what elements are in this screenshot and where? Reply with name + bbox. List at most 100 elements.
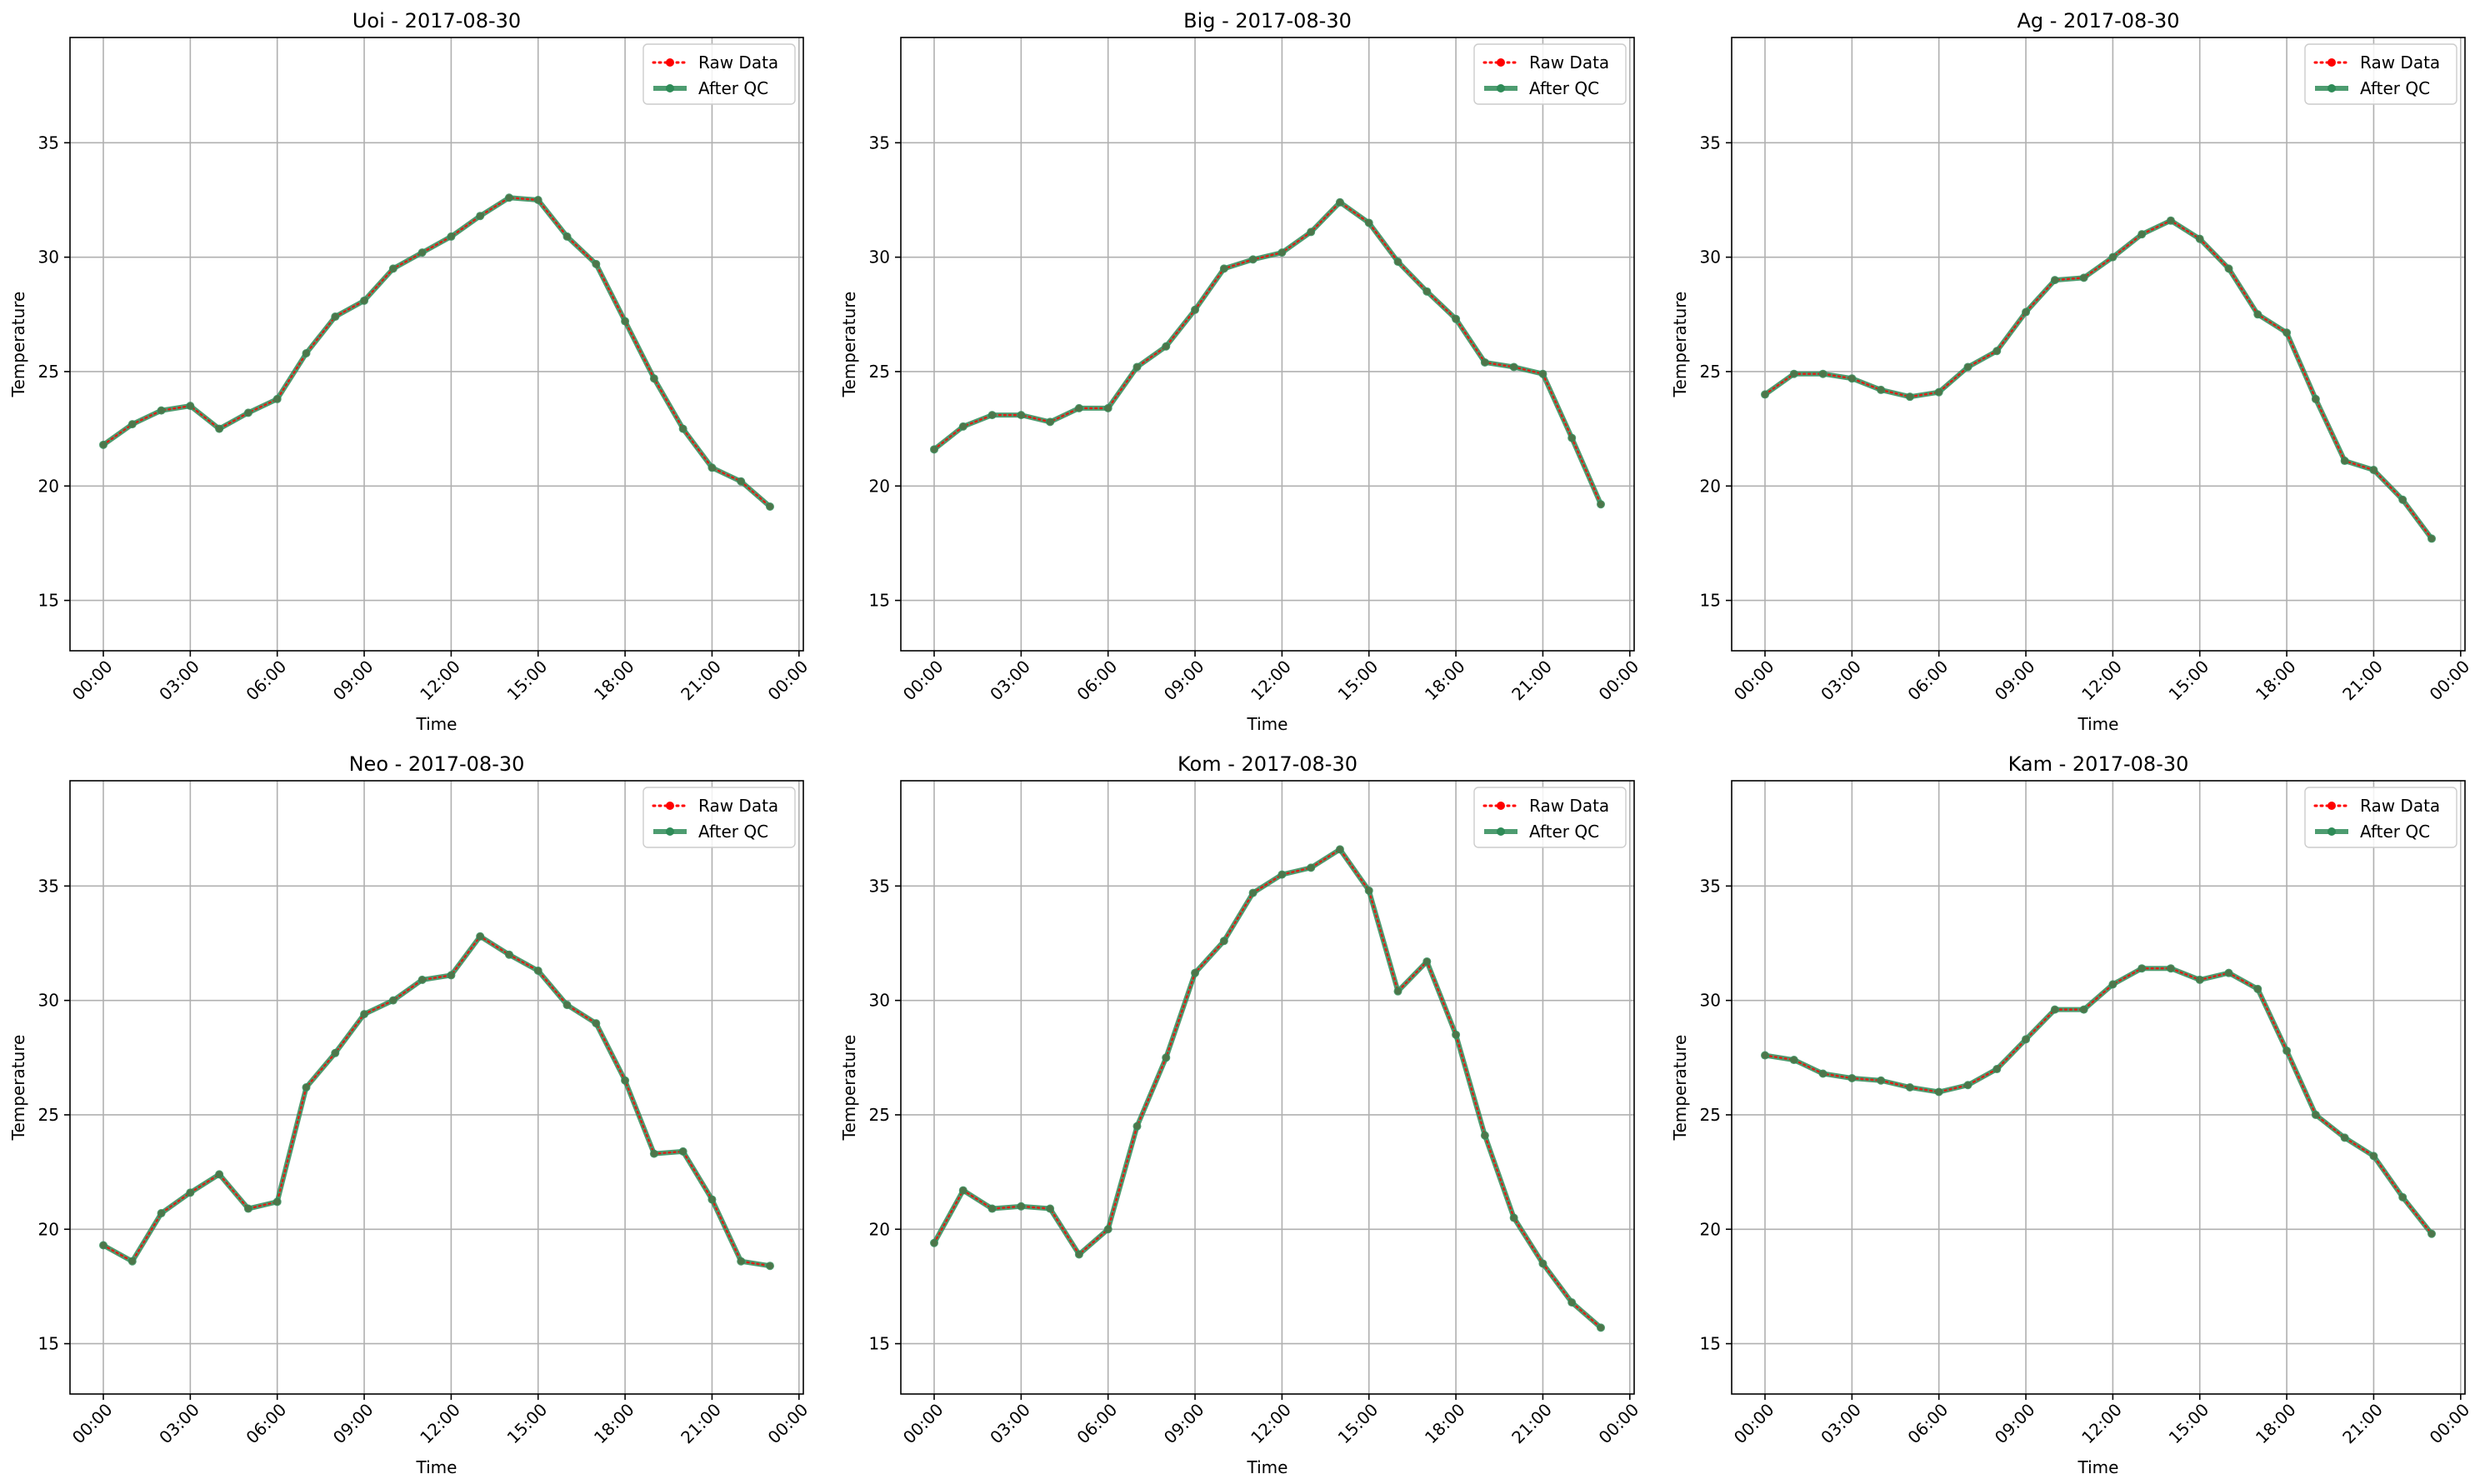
after-qc-point bbox=[272, 394, 282, 403]
after-qc-point bbox=[766, 1262, 774, 1271]
after-qc-point bbox=[1162, 1053, 1171, 1062]
after-qc-point bbox=[2050, 1005, 2059, 1014]
after-qc-point bbox=[476, 932, 485, 941]
after-qc-point bbox=[1074, 1250, 1083, 1259]
legend-qc-label: After QC bbox=[698, 78, 768, 98]
chart-title: Kom - 2017-08-30 bbox=[1178, 752, 1358, 776]
y-tick-label: 35 bbox=[869, 132, 890, 152]
x-tick-label: 06:00 bbox=[1904, 1400, 1952, 1448]
after-qc-point bbox=[1452, 1030, 1461, 1039]
y-tick-label: 25 bbox=[38, 1105, 59, 1125]
after-qc-point bbox=[1017, 1202, 1026, 1211]
y-tick-label: 30 bbox=[1700, 247, 1721, 267]
after-qc-point bbox=[533, 966, 542, 975]
after-qc-point bbox=[302, 348, 311, 357]
x-tick-label: 09:00 bbox=[329, 657, 378, 705]
legend: Raw Data After QC bbox=[2304, 787, 2458, 848]
after-qc-point bbox=[1364, 218, 1373, 227]
after-qc-point bbox=[243, 408, 252, 417]
after-qc-point bbox=[592, 259, 601, 268]
after-qc-point bbox=[2340, 1133, 2349, 1142]
y-tick-label: 30 bbox=[869, 247, 890, 267]
y-tick-label: 15 bbox=[1700, 1334, 1721, 1354]
after-qc-point bbox=[678, 424, 688, 433]
legend-raw-marker bbox=[2328, 58, 2336, 67]
after-qc-point bbox=[504, 193, 513, 202]
y-tick-label: 25 bbox=[1700, 362, 1721, 382]
legend-raw-marker bbox=[666, 802, 674, 810]
after-qc-point bbox=[1992, 347, 2002, 356]
y-tick-label: 20 bbox=[869, 476, 890, 496]
after-qc-point bbox=[186, 1188, 195, 1197]
after-qc-point bbox=[1848, 374, 1857, 383]
y-axis-label: Temperature bbox=[8, 292, 28, 398]
after-qc-point bbox=[2022, 307, 2031, 317]
after-qc-point bbox=[2311, 1110, 2320, 1119]
axes-frame bbox=[69, 37, 804, 652]
x-tick-label: 06:00 bbox=[242, 1400, 291, 1448]
after-qc-point bbox=[2428, 534, 2436, 543]
series-line-raw-data bbox=[102, 197, 772, 508]
x-tick-label: 15:00 bbox=[2165, 1400, 2213, 1448]
y-tick-label: 35 bbox=[1700, 876, 1721, 896]
chart-title: Neo - 2017-08-30 bbox=[349, 752, 525, 776]
y-axis-label: Temperature bbox=[8, 1035, 28, 1142]
x-axis-label: Time bbox=[1247, 714, 1288, 734]
legend-qc-label: After QC bbox=[698, 822, 768, 842]
x-tick-label: 00:00 bbox=[2426, 657, 2474, 705]
after-qc-point bbox=[243, 1204, 252, 1213]
x-tick-label: 03:00 bbox=[155, 1400, 203, 1448]
after-qc-point bbox=[1278, 248, 1287, 257]
series-line-raw-data bbox=[1763, 219, 2433, 540]
after-qc-point bbox=[1074, 403, 1083, 412]
after-qc-point bbox=[360, 1010, 369, 1019]
after-qc-point bbox=[2398, 1192, 2408, 1202]
x-tick-label: 15:00 bbox=[503, 1400, 552, 1448]
after-qc-point bbox=[2138, 230, 2147, 239]
x-tick-label: 18:00 bbox=[590, 657, 638, 705]
legend-raw-label: Raw Data bbox=[698, 796, 778, 816]
axes-frame bbox=[1731, 780, 2466, 1395]
after-qc-point bbox=[1393, 987, 1402, 996]
legend-raw-label: Raw Data bbox=[2360, 796, 2440, 816]
x-tick-label: 09:00 bbox=[1160, 657, 1208, 705]
after-qc-point bbox=[1248, 888, 1258, 897]
after-qc-point bbox=[157, 406, 166, 415]
subplot-6: 00:00 03:00 06:00 09:00 12:00 15:00 18:00 21:00… bbox=[1670, 752, 2473, 1477]
x-tick-label: 12:00 bbox=[2078, 1400, 2126, 1448]
after-qc-point bbox=[1248, 255, 1258, 264]
after-qc-point bbox=[2398, 495, 2408, 504]
subplot-3: 00:00 03:00 06:00 09:00 12:00 15:00 18:00 21:00… bbox=[1670, 9, 2473, 734]
after-qc-point bbox=[186, 402, 195, 411]
after-qc-point bbox=[2079, 273, 2088, 282]
legend-qc-marker bbox=[1497, 84, 1505, 92]
x-tick-label: 15:00 bbox=[2165, 657, 2213, 705]
legend-raw-marker bbox=[666, 58, 674, 67]
y-tick-label: 20 bbox=[38, 1219, 59, 1239]
series-line-raw-data bbox=[932, 847, 1602, 1329]
grid bbox=[901, 37, 1634, 651]
after-qc-point bbox=[1597, 500, 1605, 509]
series-line-after-qc bbox=[1764, 966, 2434, 1236]
series-line-after-qc bbox=[1763, 217, 2434, 541]
x-tick-label: 03:00 bbox=[155, 657, 203, 705]
y-axis-label: Temperature bbox=[839, 1035, 859, 1142]
after-qc-point bbox=[1761, 1051, 1769, 1060]
x-tick-label: 21:00 bbox=[677, 1400, 725, 1448]
after-qc-point bbox=[1934, 387, 1943, 397]
after-qc-point bbox=[1905, 392, 1914, 402]
after-qc-point bbox=[1452, 314, 1461, 323]
y-tick-label: 25 bbox=[869, 362, 890, 382]
x-tick-label: 18:00 bbox=[1421, 1400, 1469, 1448]
axes-frame bbox=[1731, 37, 2466, 652]
x-tick-label: 00:00 bbox=[1595, 657, 1643, 705]
after-qc-point bbox=[157, 1209, 166, 1218]
after-qc-point bbox=[1335, 197, 1344, 207]
after-qc-point bbox=[1017, 411, 1026, 420]
x-tick-label: 12:00 bbox=[1247, 1400, 1295, 1448]
x-tick-label: 21:00 bbox=[677, 657, 725, 705]
after-qc-point bbox=[1307, 863, 1316, 872]
after-qc-point bbox=[1877, 385, 1886, 394]
legend: Raw Data After QC bbox=[1473, 43, 1627, 105]
after-qc-point bbox=[1848, 1074, 1857, 1083]
